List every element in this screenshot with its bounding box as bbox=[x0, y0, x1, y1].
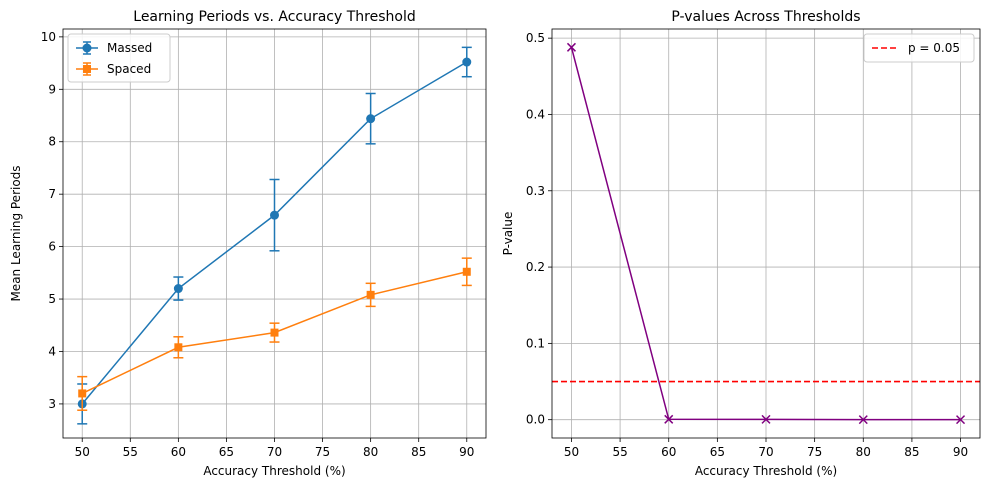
y-tick-label: 6 bbox=[48, 240, 56, 254]
legend-box bbox=[863, 33, 975, 63]
y-tick-label: 0.3 bbox=[526, 184, 545, 198]
y-tick-label: 0.2 bbox=[526, 260, 545, 274]
y-tick-label: 10 bbox=[41, 30, 56, 44]
x-axis-label: Accuracy Threshold (%) bbox=[695, 464, 837, 478]
data-point bbox=[858, 415, 868, 425]
x-tick-label: 65 bbox=[219, 445, 234, 459]
y-tick-label: 4 bbox=[48, 344, 56, 358]
y-tick-label: 7 bbox=[48, 187, 56, 201]
data-point bbox=[462, 57, 472, 67]
x-tick-label: 75 bbox=[807, 445, 822, 459]
series-pvalue bbox=[566, 42, 966, 425]
x-tick-label: 60 bbox=[661, 445, 676, 459]
y-tick-label: 0.5 bbox=[526, 31, 545, 45]
x-tick-label: 60 bbox=[171, 445, 186, 459]
series-spaced bbox=[77, 257, 472, 411]
data-point bbox=[173, 284, 183, 294]
y-tick-label: 8 bbox=[48, 135, 56, 149]
chart-title: P-values Across Thresholds bbox=[671, 9, 860, 25]
x-tick-label: 70 bbox=[267, 445, 282, 459]
y-tick-label: 3 bbox=[48, 397, 56, 411]
y-tick-label: 5 bbox=[48, 292, 56, 306]
x-tick-label: 75 bbox=[315, 445, 330, 459]
x-tick-label: 65 bbox=[710, 445, 725, 459]
legend-label: p = 0.05 bbox=[908, 41, 960, 55]
legend-marker bbox=[82, 43, 92, 53]
data-point bbox=[761, 414, 771, 424]
y-axis-label: Mean Learning Periods bbox=[9, 165, 23, 301]
grid-lines bbox=[552, 29, 980, 438]
data-point bbox=[366, 114, 376, 124]
x-tick-label: 55 bbox=[612, 445, 627, 459]
x-axis-label: Accuracy Threshold (%) bbox=[203, 464, 345, 478]
legend: p = 0.05 bbox=[863, 33, 975, 63]
chart-title: Learning Periods vs. Accuracy Threshold bbox=[133, 9, 415, 25]
legend-label: Spaced bbox=[107, 62, 151, 76]
data-point bbox=[566, 42, 576, 52]
y-tick-label: 0.0 bbox=[526, 413, 545, 427]
marker-stroke bbox=[566, 42, 576, 52]
legend: Massed Spaced bbox=[67, 33, 171, 83]
data-point bbox=[366, 290, 375, 299]
x-tick-label: 50 bbox=[75, 445, 90, 459]
y-axis-label: P-value bbox=[501, 212, 515, 256]
chart-1: 50 55 60 65 70 75 80 85 90 3 4 5 6 7 8 9 10 Learning Peri… bbox=[9, 9, 487, 478]
x-tick-label: 85 bbox=[411, 445, 426, 459]
legend-marker bbox=[83, 65, 91, 73]
x-tick-label: 55 bbox=[123, 445, 138, 459]
marker-stroke bbox=[956, 415, 966, 425]
x-tick-label: 85 bbox=[904, 445, 919, 459]
marker-stroke bbox=[761, 414, 771, 424]
x-tick-label: 90 bbox=[459, 445, 474, 459]
data-point bbox=[270, 328, 279, 337]
x-tick-label: 80 bbox=[856, 445, 871, 459]
data-point bbox=[664, 414, 674, 424]
y-tick-label: 9 bbox=[48, 82, 56, 96]
chart-2: 50 55 60 65 70 75 80 85 90 0.0 0.1 0.2 0.3 0.4 0.5 P-va… bbox=[501, 9, 981, 478]
marker-stroke bbox=[664, 414, 674, 424]
legend-box bbox=[67, 33, 171, 83]
marker-stroke bbox=[858, 415, 868, 425]
data-point bbox=[174, 343, 183, 352]
data-point bbox=[78, 389, 87, 398]
x-tick-label: 70 bbox=[758, 445, 773, 459]
data-point bbox=[956, 415, 966, 425]
x-tick-label: 50 bbox=[564, 445, 579, 459]
x-tick-label: 80 bbox=[363, 445, 378, 459]
series-massed bbox=[77, 46, 472, 425]
data-point bbox=[270, 210, 279, 220]
plot-frame bbox=[62, 28, 487, 439]
data-point bbox=[462, 267, 471, 276]
plot-frame bbox=[551, 28, 981, 439]
y-tick-label: 0.1 bbox=[526, 336, 545, 350]
x-tick-label: 90 bbox=[953, 445, 968, 459]
legend-label: Massed bbox=[107, 41, 152, 55]
y-tick-label: 0.4 bbox=[526, 107, 545, 121]
